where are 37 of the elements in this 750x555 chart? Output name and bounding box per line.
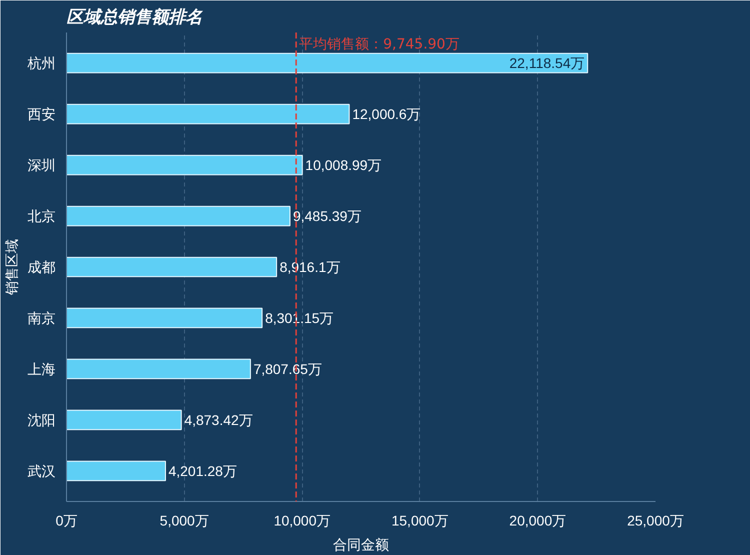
y-tick-label: 北京 xyxy=(28,208,56,224)
y-axis-title: 销售区域 xyxy=(4,239,20,296)
data-label: 4,201.28万 xyxy=(168,462,237,479)
y-tick-label: 成都 xyxy=(28,259,56,275)
data-label: 8,916.1万 xyxy=(280,259,340,275)
data-label: 12,000.6万 xyxy=(352,106,421,122)
bar xyxy=(66,308,263,328)
data-label: 7,807.65万 xyxy=(253,360,322,377)
y-tick-label: 深圳 xyxy=(28,157,56,174)
data-label: 4,873.42万 xyxy=(184,412,253,428)
x-tick-label: 25,000万 xyxy=(627,512,684,528)
data-label: 8,301.15万 xyxy=(265,310,334,326)
data-label: 9,485.39万 xyxy=(292,208,362,224)
x-tick-label: 10,000万 xyxy=(274,512,331,528)
bar xyxy=(66,206,290,226)
bar xyxy=(66,256,278,278)
x-tick-label: 0万 xyxy=(56,512,78,528)
y-tick-label: 沈阳 xyxy=(28,412,56,428)
ref-line-label: 平均销售额：9,745.90万 xyxy=(299,36,460,52)
bar xyxy=(66,358,251,380)
bar xyxy=(66,154,303,176)
chart-title: 区域总销售额排名 xyxy=(66,8,204,28)
x-tick-label: 5,000万 xyxy=(160,512,209,528)
data-label: 10,008.99万 xyxy=(305,157,382,174)
y-tick-label: 武汉 xyxy=(28,462,56,479)
data-label: 22,118.54万 xyxy=(509,55,585,72)
bar xyxy=(66,104,350,124)
bar xyxy=(66,410,182,430)
y-tick-label: 西安 xyxy=(28,106,56,122)
x-tick-label: 15,000万 xyxy=(391,512,448,528)
y-tick-label: 南京 xyxy=(28,310,56,326)
x-axis-title: 合同金额 xyxy=(333,536,389,552)
x-tick-label: 20,000万 xyxy=(509,512,566,528)
y-tick-label: 杭州 xyxy=(26,55,56,72)
bar xyxy=(66,460,166,482)
bar xyxy=(66,52,588,74)
y-tick-label: 上海 xyxy=(28,360,56,377)
